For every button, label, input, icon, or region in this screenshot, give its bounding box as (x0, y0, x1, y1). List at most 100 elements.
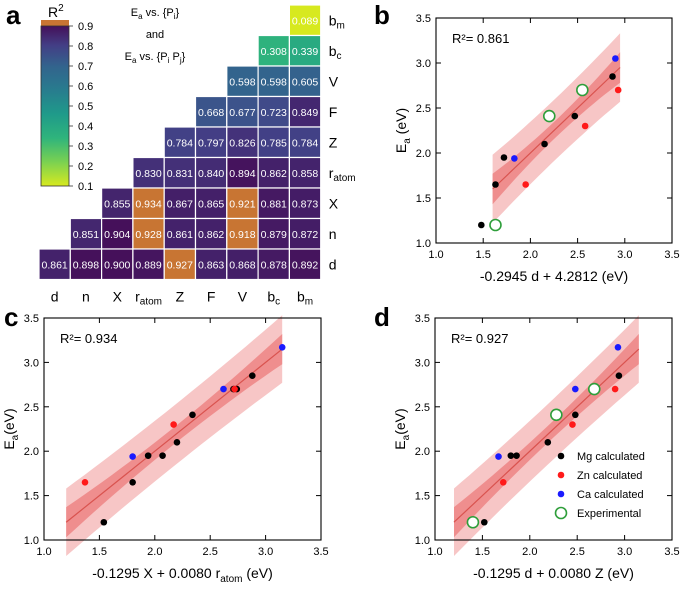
heatmap-value: 0.668 (198, 107, 224, 119)
colorbar-tick-label: 0.4 (78, 121, 93, 133)
heatmap-value: 0.339 (292, 46, 318, 58)
colorbar-tick-label: 0.2 (78, 161, 93, 173)
heatmap-value: 0.784 (167, 137, 193, 149)
heatmap-value: 0.605 (292, 76, 318, 88)
data-point (81, 478, 89, 486)
heatmap-value: 0.921 (229, 198, 255, 210)
heatmap-cell (288, 248, 322, 281)
heatmap-value: 0.855 (104, 198, 130, 210)
x-tick-label: 3.0 (617, 546, 632, 558)
heatmap-value: 0.868 (229, 259, 255, 271)
y-tick-label: 3.0 (24, 357, 39, 369)
data-point (189, 411, 196, 419)
data-point (492, 181, 499, 188)
data-point (581, 122, 589, 130)
heatmap-value: 0.785 (261, 137, 287, 149)
y-tick-label: 3.5 (415, 313, 430, 325)
x-tick-label: 2.0 (147, 546, 162, 558)
heatmap-cell (163, 217, 197, 250)
panel-b: b 1.0 1.5 2.0 2.5 3.0 3.5 1.0 1.5 2.0 2.5 3.0 3.5 R²=… (374, 0, 680, 284)
y-tick-label: 1.5 (415, 491, 430, 503)
x-tick-label: 3.0 (617, 249, 632, 261)
y-tick-label: 1.0 (415, 535, 430, 547)
x-tick-label: 1.0 (428, 249, 443, 261)
colorbar-ticks: 0.9 0.8 0.7 0.6 0.5 0.4 0.3 0.2 0.1 (69, 21, 93, 193)
heatmap-value: 0.904 (104, 229, 130, 241)
heatmap-cell (288, 4, 322, 37)
heatmap-value: 0.865 (198, 198, 224, 210)
data-point (499, 478, 507, 486)
y-tick-label: 1.0 (24, 535, 39, 547)
x-tick-label: 2.0 (522, 546, 537, 558)
heatmap-value: 0.881 (261, 198, 287, 210)
data-point (541, 140, 548, 148)
heatmap-x-tick-label: F (207, 289, 216, 305)
colorbar-tick-label: 0.9 (78, 21, 93, 33)
heatmap-value: 0.851 (73, 229, 99, 241)
data-point (522, 181, 529, 188)
colorbar-title: R2 (48, 3, 64, 20)
legend-label: Ca calculated (577, 489, 644, 501)
y-axis-label: Ea (eV) (393, 108, 413, 153)
legend-line-single: Ea vs. {Pi} (131, 7, 180, 21)
y-tick-label: 3.0 (415, 357, 430, 369)
heatmap-value: 0.831 (167, 168, 193, 180)
data-point (173, 439, 181, 446)
x-tick-label: 3.5 (664, 249, 679, 261)
x-axis-label: -0.1295 d + 0.0080 Z (eV) (473, 565, 634, 581)
legend-label: Experimental (577, 508, 641, 520)
heatmap-value: 0.863 (198, 259, 224, 271)
data-point (614, 86, 622, 94)
y-tick-label: 2.5 (415, 402, 430, 414)
heatmap-value: 0.784 (292, 137, 318, 149)
data-point (159, 452, 166, 459)
data-point (576, 83, 589, 97)
heatmap-y-tick-label: bc (329, 43, 342, 62)
y-tick-label: 2.5 (416, 103, 431, 115)
data-point (100, 518, 108, 526)
axes-frame (435, 17, 673, 244)
x-tick-label: 1.5 (475, 546, 490, 558)
panel-label: d (374, 302, 390, 332)
heatmap-cell (163, 248, 197, 281)
heatmap-y-tick-label: F (329, 104, 338, 120)
y-tick-label: 2.0 (415, 446, 430, 458)
heatmap-cell (194, 248, 228, 281)
heatmap-cell (288, 65, 322, 98)
axes-frame (434, 317, 673, 541)
heatmap-legend: Ea vs. {Pi} and Ea vs. {Pi Pj} (125, 7, 186, 65)
heatmap-value: 0.861 (167, 229, 193, 241)
heatmap-value: 0.927 (167, 259, 193, 271)
heatmap-value: 0.308 (261, 46, 287, 58)
x-tick-label: 1.0 (427, 546, 442, 558)
heatmap-x-tick-label: n (82, 289, 90, 305)
x-axis-label: -0.1295 X + 0.0080 ratom (eV) (92, 565, 273, 585)
heatmap-y-tick-label: ratom (329, 165, 356, 184)
x-axis-label: -0.2945 d + 4.2812 (eV) (480, 268, 628, 284)
data-point (544, 439, 552, 446)
data-point (511, 155, 518, 162)
panel-c: c 1.0 1.5 2.0 2.5 3.0 3.5 1.0 1.5 2.0 2.5 3.0 3.5 R²=… (1, 302, 329, 585)
heatmap-value: 0.928 (135, 229, 161, 241)
heatmap-value: 0.879 (261, 229, 287, 241)
y-tick-label: 3.5 (416, 13, 431, 25)
x-tick-label: 1.5 (92, 546, 107, 558)
y-axis-label: Ea(eV) (392, 408, 412, 449)
colorbar-tick-label: 0.6 (78, 81, 93, 93)
legend-label: Mg calculated (577, 451, 645, 463)
data-point (572, 385, 579, 393)
data-point (500, 154, 508, 161)
data-point (220, 385, 227, 393)
heatmap-x-tick-label: ratom (135, 289, 162, 308)
data-point (144, 452, 152, 459)
heatmap-value: 0.089 (292, 15, 318, 27)
x-tick-label: 3.5 (313, 546, 328, 558)
legend-marker (557, 490, 565, 498)
heatmap-value: 0.918 (229, 229, 255, 241)
heatmap-cell (69, 217, 103, 250)
heatmap-y-tick-label: V (329, 73, 339, 89)
heatmap-value: 0.872 (292, 229, 318, 241)
series-legend: Mg calculated Zn calculated Ca calculated E… (554, 451, 645, 520)
